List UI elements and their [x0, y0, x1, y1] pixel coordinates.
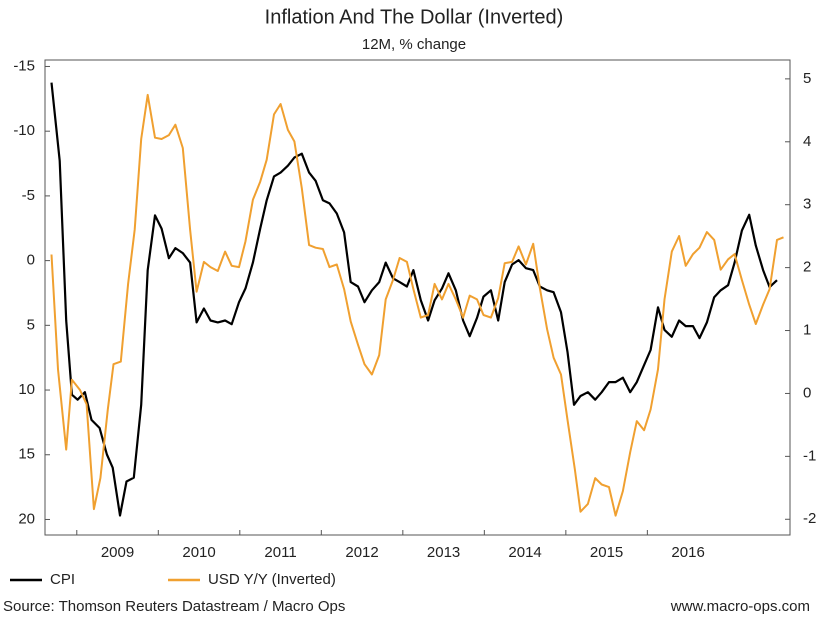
- chart-title: Inflation And The Dollar (Inverted): [265, 6, 564, 28]
- x-tick-label: 2011: [264, 544, 296, 561]
- y-tick-label: 15: [18, 446, 35, 463]
- y2-tick-label: 3: [803, 196, 811, 213]
- y2-tick-label: 2: [803, 259, 811, 276]
- x-tick-label: 2016: [671, 544, 704, 561]
- y2-tick-label: -2: [803, 510, 816, 527]
- y-tick-label: -5: [22, 187, 35, 204]
- series-line: [50, 93, 784, 517]
- y2-tick-label: -1: [803, 447, 816, 464]
- x-tick-label: 2014: [508, 544, 541, 561]
- x-tick-label: 2012: [345, 544, 378, 561]
- series-line: [50, 82, 778, 517]
- y-tick-label: -15: [13, 57, 35, 74]
- y2-tick-label: 1: [803, 321, 811, 338]
- chart-subtitle: 12M, % change: [362, 36, 466, 53]
- y-tick-label: 10: [18, 381, 35, 398]
- legend-label: USD Y/Y (Inverted): [208, 571, 336, 588]
- legend-label: CPI: [50, 571, 75, 588]
- plot-frame: [44, 59, 791, 536]
- x-tick-label: 2010: [182, 544, 215, 561]
- y2-tick-label: 4: [803, 133, 811, 150]
- x-tick-label: 2015: [590, 544, 623, 561]
- y2-tick-label: 5: [803, 70, 811, 87]
- source: Source: Thomson Reuters Datastream / Mac…: [3, 598, 345, 615]
- credit: www.macro-ops.com: [670, 598, 810, 615]
- x-tick-label: 2013: [427, 544, 460, 561]
- y-tick-label: 20: [18, 510, 35, 527]
- y2-tick-label: 0: [803, 384, 811, 401]
- y-tick-label: 0: [27, 252, 35, 269]
- x-tick-label: 2009: [101, 544, 134, 561]
- y-tick-label: 5: [27, 316, 35, 333]
- y-tick-label: -10: [13, 122, 35, 139]
